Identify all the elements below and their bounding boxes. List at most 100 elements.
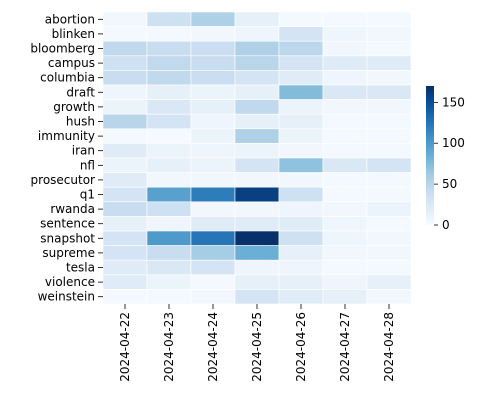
- heatmap-cell: [322, 11, 368, 27]
- heatmap-cell: [146, 55, 192, 71]
- heatmap-cells: [102, 11, 412, 305]
- heatmap-cell: [234, 186, 280, 203]
- heatmap-cell: [366, 216, 412, 232]
- heatmap-cell: [322, 55, 368, 71]
- heatmap-cell: [278, 70, 324, 86]
- heatmap-cell: [146, 128, 192, 144]
- colorbar-ticks: 0 50 100 150: [434, 95, 465, 232]
- heatmap-cell: [146, 11, 192, 27]
- row-label: growth: [53, 100, 95, 114]
- heatmap-cell: [102, 55, 148, 71]
- heatmap-cell: [190, 26, 236, 42]
- heatmap-cell: [278, 201, 324, 217]
- heatmap-cell: [278, 113, 324, 130]
- row-label: q1: [80, 188, 95, 202]
- heatmap-cell: [190, 84, 236, 100]
- heatmap-cell: [234, 40, 280, 57]
- heatmap-cell: [234, 113, 280, 130]
- heatmap-cell: [322, 230, 368, 246]
- heatmap-cell: [190, 128, 236, 144]
- heatmap-cell: [146, 201, 192, 217]
- colorbar-tick-label: 0: [442, 218, 450, 232]
- column-label: 2024-04-26: [294, 312, 308, 382]
- heatmap-cell: [322, 26, 368, 42]
- row-label: hush: [66, 115, 95, 129]
- heatmap-cell: [322, 274, 368, 290]
- colorbar-tick-label: 50: [442, 177, 457, 191]
- heatmap-cell: [102, 113, 148, 130]
- heatmap-cell: [234, 245, 280, 261]
- heatmap-cell: [366, 143, 412, 159]
- heatmap-cell: [190, 245, 236, 261]
- heatmap-cell: [190, 201, 236, 217]
- heatmap-cell: [146, 172, 192, 188]
- heatmap-cell: [234, 99, 280, 115]
- colorbar-tick-label: 100: [442, 136, 465, 150]
- heatmap-cell: [322, 99, 368, 115]
- heatmap-cell: [278, 157, 324, 173]
- heatmap-cell: [234, 84, 280, 100]
- heatmap-cell: [278, 259, 324, 276]
- heatmap-cell: [190, 11, 236, 27]
- heatmap-cell: [366, 201, 412, 217]
- heatmap-cell: [366, 245, 412, 261]
- heatmap-cell: [322, 289, 368, 305]
- row-label: abortion: [45, 12, 95, 26]
- heatmap-cell: [102, 289, 148, 305]
- heatmap-cell: [366, 84, 412, 100]
- heatmap-cell: [234, 55, 280, 71]
- row-label: rwanda: [50, 202, 95, 216]
- heatmap-cell: [234, 11, 280, 27]
- heatmap-cell: [322, 245, 368, 261]
- heatmap-cell: [278, 128, 324, 144]
- row-label: prosecutor: [31, 173, 96, 187]
- heatmap-cell: [190, 289, 236, 305]
- row-label: violence: [45, 275, 95, 289]
- heatmap-cell: [146, 230, 192, 246]
- heatmap-cell: [278, 245, 324, 261]
- heatmap-cell: [102, 259, 148, 276]
- colorbar-tick-label: 150: [442, 95, 465, 109]
- row-label: immunity: [38, 129, 95, 143]
- heatmap-cell: [190, 216, 236, 232]
- heatmap-cell: [190, 40, 236, 57]
- heatmap-cell: [146, 274, 192, 290]
- colorbar: 0 50 100 150: [426, 86, 465, 232]
- heatmap-cell: [234, 128, 280, 144]
- heatmap-cell: [278, 230, 324, 246]
- row-label: snapshot: [40, 231, 95, 245]
- heatmap-cell: [190, 55, 236, 71]
- heatmap-cell: [234, 172, 280, 188]
- heatmap-cell: [146, 216, 192, 232]
- heatmap-cell: [322, 128, 368, 144]
- heatmap-cell: [102, 11, 148, 27]
- heatmap-cell: [234, 289, 280, 305]
- heatmap-cell: [366, 274, 412, 290]
- heatmap-cell: [234, 26, 280, 42]
- heatmap-cell: [278, 216, 324, 232]
- column-label: 2024-04-25: [250, 312, 264, 382]
- heatmap-cell: [322, 70, 368, 86]
- row-label: tesla: [66, 261, 95, 275]
- heatmap-cell: [366, 70, 412, 86]
- colorbar-gradient: [426, 86, 434, 225]
- row-label: blinken: [52, 27, 95, 41]
- row-label: draft: [66, 85, 95, 99]
- heatmap-cell: [366, 40, 412, 57]
- heatmap-cell: [102, 143, 148, 159]
- heatmap-cell: [234, 216, 280, 232]
- heatmap-cell: [234, 230, 280, 246]
- heatmap-cell: [146, 143, 192, 159]
- heatmap-cell: [234, 157, 280, 173]
- heatmap-cell: [278, 186, 324, 203]
- heatmap-cell: [322, 216, 368, 232]
- heatmap-cell: [278, 11, 324, 27]
- column-label: 2024-04-27: [338, 312, 352, 382]
- heatmap-cell: [278, 172, 324, 188]
- heatmap-cell: [278, 40, 324, 57]
- heatmap-cell: [102, 245, 148, 261]
- column-label: 2024-04-28: [382, 312, 396, 382]
- heatmap-cell: [146, 157, 192, 173]
- row-label: columbia: [40, 71, 95, 85]
